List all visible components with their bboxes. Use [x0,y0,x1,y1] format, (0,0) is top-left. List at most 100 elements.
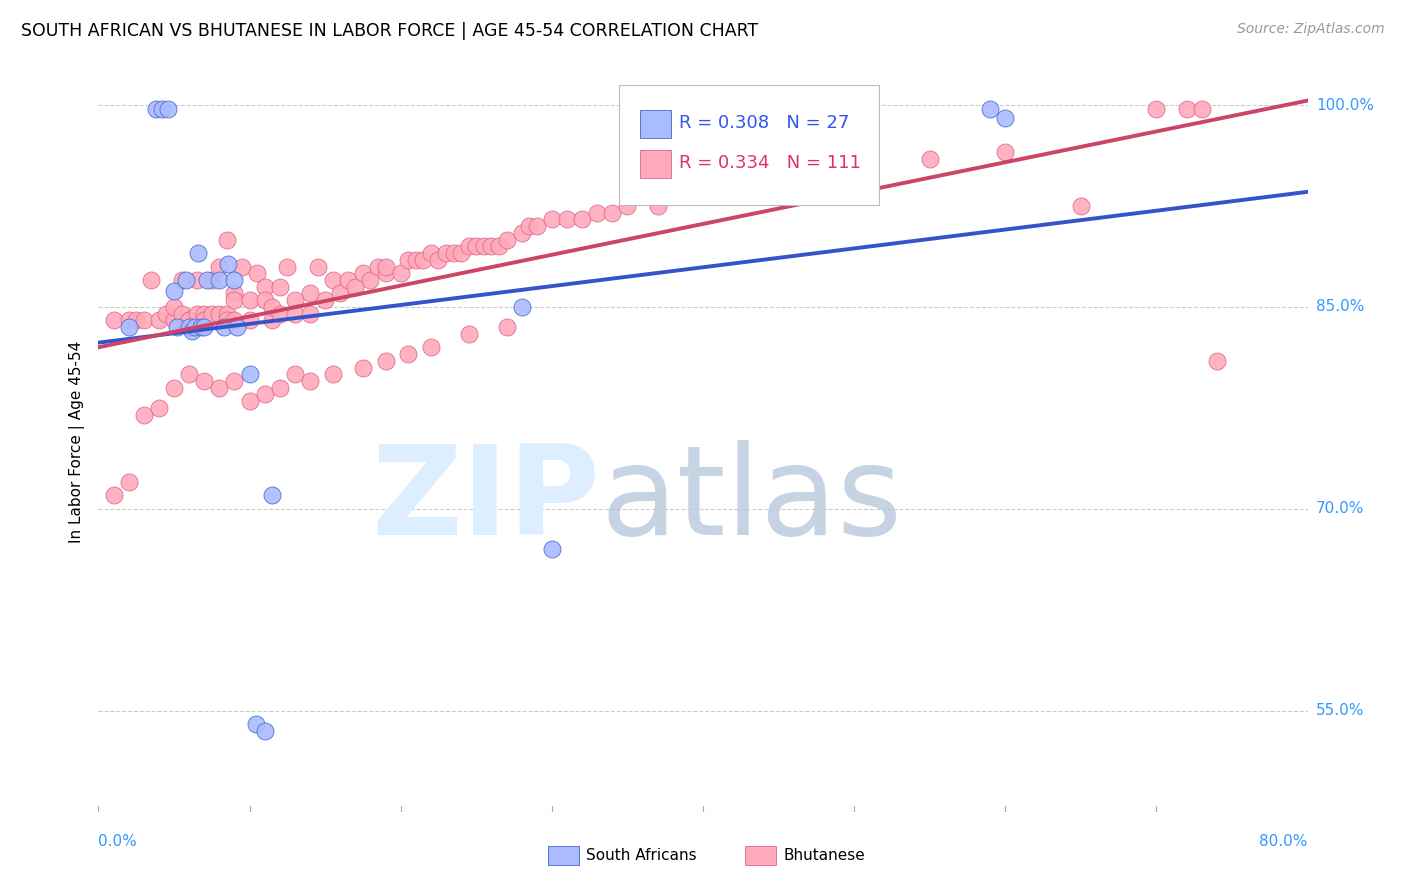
Point [132,408,155,422]
Text: atlas: atlas [600,441,903,561]
Point [427,252,450,267]
Point [1206,353,1229,368]
Point [336,273,359,287]
Text: Source: ZipAtlas.com: Source: ZipAtlas.com [1237,22,1385,37]
Point [510,300,533,314]
Point [215,233,238,247]
Point [226,320,249,334]
Point [246,266,269,280]
Point [616,199,638,213]
Point [307,260,329,274]
Point [208,260,231,274]
Point [145,102,167,116]
Point [224,313,246,327]
Point [526,219,548,234]
Point [193,307,215,321]
Point [125,313,148,327]
Point [284,307,307,321]
Y-axis label: In Labor Force | Age 45-54: In Labor Force | Age 45-54 [69,341,84,542]
Point [419,246,441,260]
Point [253,723,276,738]
Point [239,313,262,327]
Point [352,360,374,375]
Text: South Africans: South Africans [586,848,697,863]
Point [190,320,212,334]
Point [844,159,866,173]
Point [396,347,419,361]
Point [284,368,307,382]
Point [186,273,208,287]
Point [571,212,593,227]
Point [299,374,322,388]
Point [208,381,231,395]
Point [555,212,578,227]
Point [457,326,479,341]
Point [177,368,201,382]
Point [322,368,344,382]
Point [1191,102,1213,116]
Point [1144,102,1167,116]
Point [103,313,125,327]
Point [215,307,238,321]
Point [184,320,207,334]
Point [170,307,193,321]
Point [239,394,262,409]
Point [239,293,262,308]
Point [224,286,246,301]
Point [132,313,155,327]
Point [253,387,276,401]
Point [208,307,231,321]
Point [253,279,276,293]
Point [118,475,141,489]
Text: 85.0%: 85.0% [1316,300,1364,314]
Point [510,226,533,240]
Point [118,313,141,327]
Point [193,374,215,388]
Text: R = 0.334   N = 111: R = 0.334 N = 111 [679,154,860,172]
Point [495,320,517,334]
Point [163,381,186,395]
Point [586,205,609,219]
Point [150,102,173,116]
Point [540,542,562,557]
Point [994,112,1017,126]
Point [141,273,163,287]
Point [374,353,396,368]
Point [707,178,730,193]
Point [201,307,224,321]
Point [1070,199,1092,213]
Point [231,260,253,274]
Point [994,145,1017,160]
Point [118,320,141,334]
Point [481,239,503,253]
Point [979,102,1001,116]
Point [166,320,188,334]
Point [201,273,224,287]
Point [768,165,790,179]
Point [299,286,322,301]
Point [163,300,186,314]
Point [253,293,276,308]
Point [602,205,624,219]
Point [389,266,412,280]
Point [262,488,284,502]
Point [1175,102,1198,116]
Text: Bhutanese: Bhutanese [783,848,865,863]
Point [495,233,517,247]
Point [148,401,170,415]
Point [212,320,235,334]
Point [174,273,197,287]
Point [177,320,201,334]
Point [419,340,441,354]
Point [215,313,238,327]
Point [170,273,193,287]
Text: 80.0%: 80.0% [1260,834,1308,849]
Point [540,212,562,227]
Point [322,273,344,287]
Point [396,252,419,267]
Point [676,186,699,200]
Point [177,313,201,327]
Point [245,717,267,731]
Point [314,293,336,308]
Point [472,239,495,253]
